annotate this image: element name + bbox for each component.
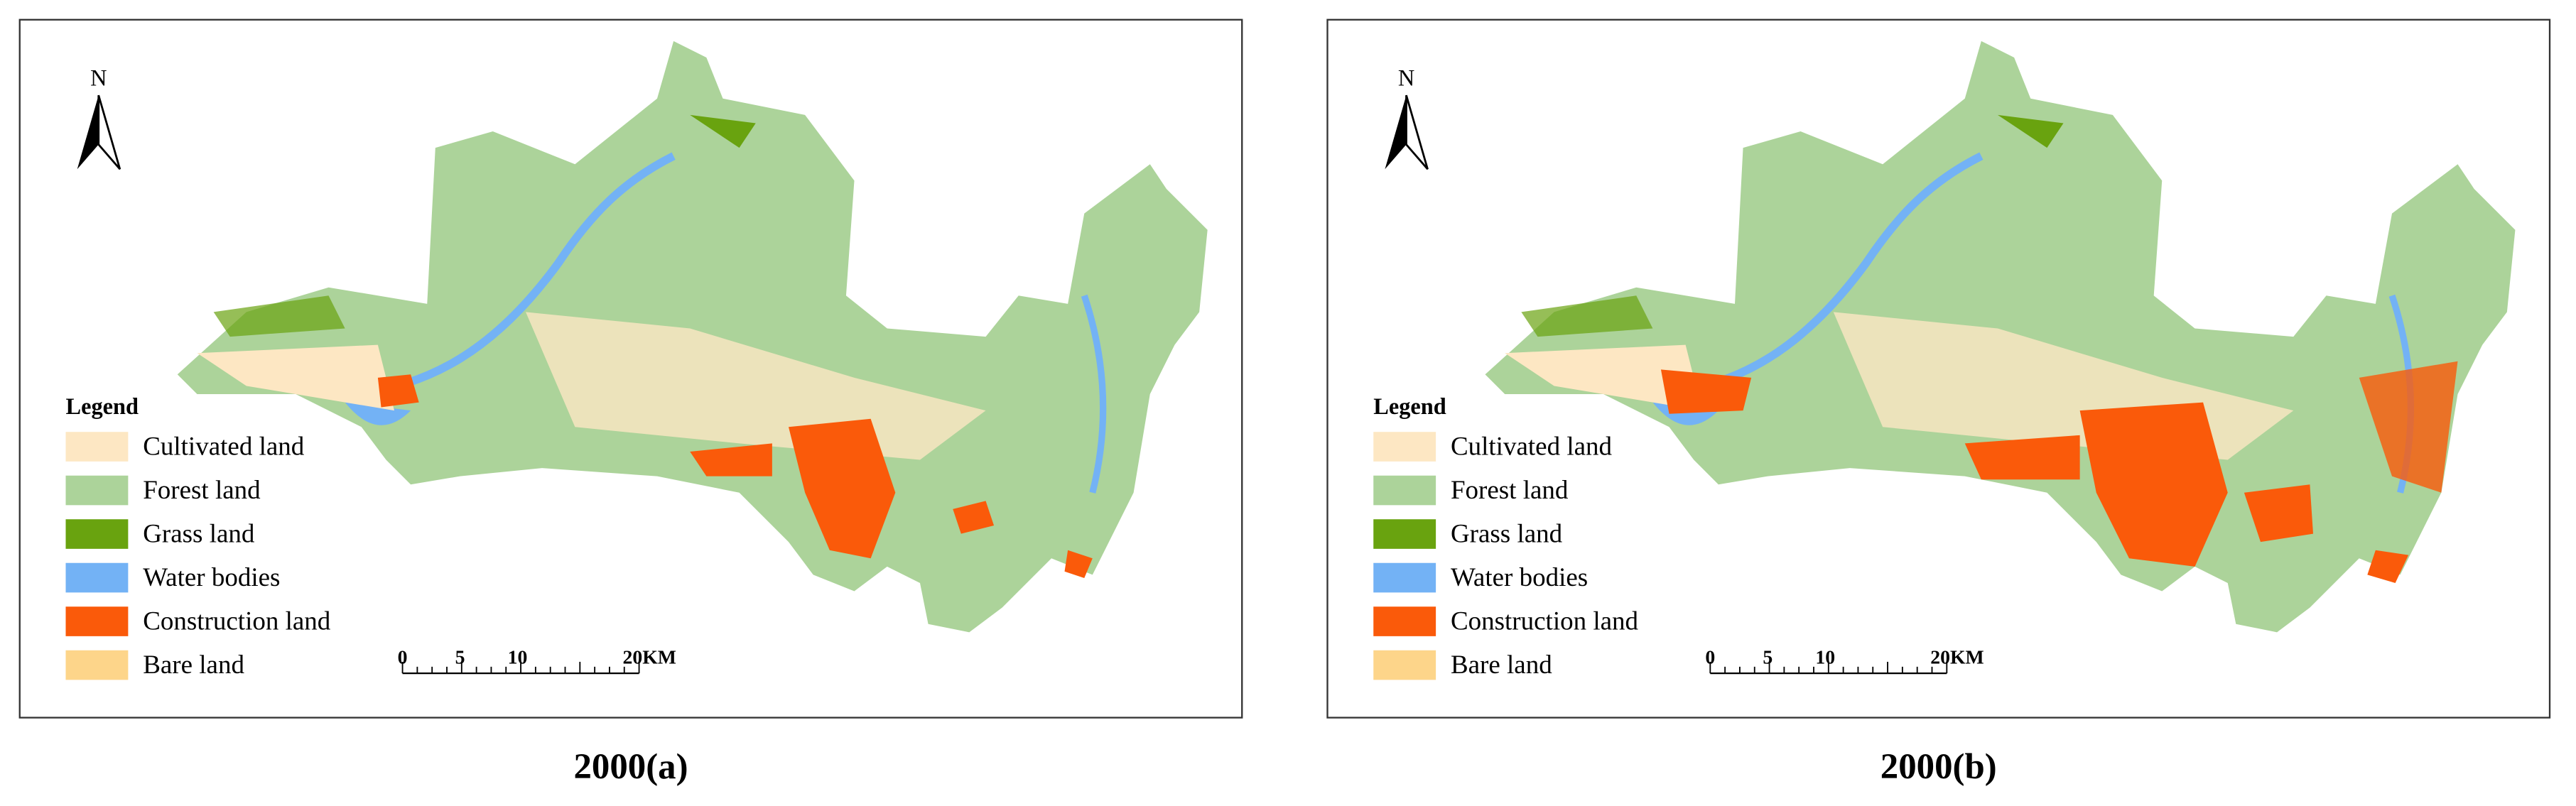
legend-label: Water bodies xyxy=(143,563,280,592)
panel-caption: 2000(b) xyxy=(1880,747,1997,787)
north-arrow-half xyxy=(1405,94,1429,170)
legend-label: Bare land xyxy=(143,650,244,680)
scale-label: 0 xyxy=(398,646,408,668)
north-label: N xyxy=(1398,65,1414,91)
north-arrow-half xyxy=(97,94,121,170)
legend-label: Cultivated land xyxy=(143,432,305,462)
panel-caption: 2000(a) xyxy=(573,747,688,787)
scale-label: 5 xyxy=(1763,646,1773,668)
scale-label: 0 xyxy=(1705,646,1715,668)
legend-swatch xyxy=(1373,432,1436,462)
north-arrow xyxy=(1385,95,1407,170)
legend-swatch xyxy=(65,432,129,462)
legend-title: Legend xyxy=(1373,394,1446,420)
legend-label: Construction land xyxy=(143,607,331,636)
legend-swatch xyxy=(65,475,129,506)
scale-label: 10 xyxy=(1815,646,1835,668)
legend-swatch xyxy=(1373,650,1436,680)
legend-swatch xyxy=(65,606,129,636)
legend-label: Cultivated land xyxy=(1451,432,1613,462)
legend-label: Forest land xyxy=(143,476,261,505)
legend-label: Bare land xyxy=(1451,650,1552,680)
legend-swatch xyxy=(65,562,129,593)
legend-swatch xyxy=(65,519,129,549)
scale-label: 10 xyxy=(508,646,528,668)
scale-label: 20KM xyxy=(1930,646,1984,668)
legend-label: Grass land xyxy=(1451,520,1563,549)
legend-swatch xyxy=(1373,606,1436,636)
scale-label: 20KM xyxy=(622,646,676,668)
legend-swatch xyxy=(1373,519,1436,549)
legend-swatch xyxy=(1373,475,1436,506)
north-label: N xyxy=(90,65,107,91)
legend-swatch xyxy=(1373,562,1436,593)
legend-title: Legend xyxy=(66,394,139,420)
scale-label: 5 xyxy=(455,646,465,668)
legend-label: Water bodies xyxy=(1451,563,1588,592)
legend-label: Grass land xyxy=(143,520,255,549)
legend-label: Construction land xyxy=(1451,607,1639,636)
legend-label: Forest land xyxy=(1451,476,1569,505)
legend-swatch xyxy=(65,650,129,680)
north-arrow xyxy=(77,95,99,170)
